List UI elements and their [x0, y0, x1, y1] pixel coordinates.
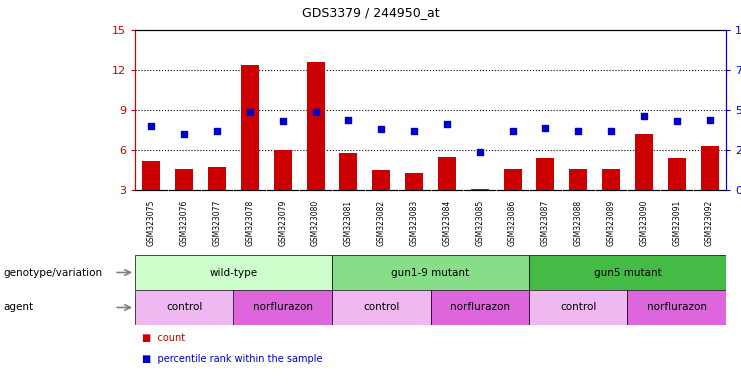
Bar [700, 146, 719, 190]
Point [572, 128, 584, 134]
Bar [405, 173, 423, 190]
Point [671, 118, 682, 124]
Bar [431, 290, 529, 325]
Point [244, 109, 256, 115]
Point [342, 116, 354, 122]
Text: wild-type: wild-type [210, 268, 258, 278]
Bar [208, 167, 226, 190]
Point [376, 126, 388, 132]
Text: gun5 mutant: gun5 mutant [594, 268, 662, 278]
Point [539, 124, 551, 131]
Bar [332, 290, 431, 325]
Bar [504, 169, 522, 190]
Bar [135, 255, 332, 290]
Bar [241, 65, 259, 190]
Text: control: control [363, 303, 399, 313]
Bar [628, 290, 726, 325]
Text: GSM323078: GSM323078 [245, 200, 254, 246]
Text: GSM323087: GSM323087 [541, 200, 550, 246]
Text: GSM323077: GSM323077 [213, 200, 222, 246]
Point [605, 128, 617, 134]
Text: GSM323076: GSM323076 [180, 200, 189, 246]
Text: GSM323084: GSM323084 [442, 200, 451, 246]
Text: GSM323079: GSM323079 [279, 200, 288, 246]
Text: gun1-9 mutant: gun1-9 mutant [391, 268, 470, 278]
Bar [175, 169, 193, 190]
Point [638, 113, 650, 119]
Text: GSM323086: GSM323086 [508, 200, 517, 246]
Bar [529, 290, 628, 325]
Text: GSM323092: GSM323092 [705, 200, 714, 246]
Bar [233, 290, 332, 325]
Bar [135, 290, 233, 325]
Text: agent: agent [4, 303, 34, 313]
Bar [438, 157, 456, 190]
Point [473, 149, 485, 155]
Point [179, 131, 190, 137]
Bar [273, 150, 292, 190]
Point [277, 118, 289, 124]
Bar [471, 189, 489, 190]
Point [408, 128, 420, 134]
Text: GSM323088: GSM323088 [574, 200, 582, 246]
Bar [529, 255, 726, 290]
Bar [668, 158, 685, 190]
Point [211, 128, 223, 134]
Text: norflurazon: norflurazon [647, 303, 707, 313]
Bar [307, 62, 325, 190]
Text: GSM323090: GSM323090 [639, 200, 648, 246]
Text: ■  count: ■ count [142, 333, 185, 343]
Point [507, 128, 519, 134]
Point [145, 123, 157, 129]
Text: GSM323081: GSM323081 [344, 200, 353, 246]
Text: ■  percentile rank within the sample: ■ percentile rank within the sample [142, 354, 323, 364]
Text: GSM323085: GSM323085 [475, 200, 485, 246]
Bar [536, 158, 554, 190]
Bar [332, 255, 529, 290]
Point [441, 121, 453, 127]
Point [704, 116, 716, 122]
Text: norflurazon: norflurazon [450, 303, 510, 313]
Text: GSM323075: GSM323075 [147, 200, 156, 246]
Text: GSM323083: GSM323083 [410, 200, 419, 246]
Bar [142, 161, 161, 190]
Text: control: control [560, 303, 597, 313]
Bar [602, 169, 620, 190]
Text: GDS3379 / 244950_at: GDS3379 / 244950_at [302, 6, 439, 19]
Bar [569, 169, 588, 190]
Text: control: control [166, 303, 202, 313]
Point [310, 109, 322, 115]
Text: norflurazon: norflurazon [253, 303, 313, 313]
Bar [635, 134, 653, 190]
Text: GSM323080: GSM323080 [311, 200, 320, 246]
Text: GSM323091: GSM323091 [672, 200, 681, 246]
Bar [339, 153, 357, 190]
Text: GSM323089: GSM323089 [607, 200, 616, 246]
Text: GSM323082: GSM323082 [376, 200, 386, 246]
Bar [372, 170, 391, 190]
Text: genotype/variation: genotype/variation [4, 268, 103, 278]
